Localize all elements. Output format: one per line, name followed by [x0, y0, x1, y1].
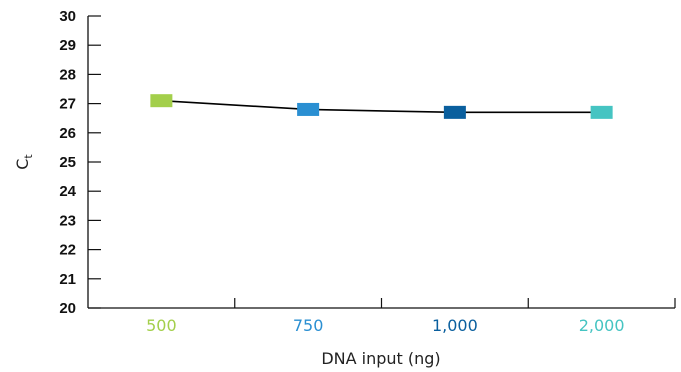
y-axis-title-subscript: t: [22, 154, 35, 159]
y-tick-label: 25: [59, 154, 76, 171]
y-ticks: 20 21 22 23 24 25 26 27 28 29 30: [59, 8, 101, 317]
x-tick-label: 2,000: [579, 316, 625, 335]
y-tick-label: 23: [59, 212, 76, 229]
y-tick-label: 28: [59, 66, 76, 83]
y-tick-label: 22: [59, 242, 76, 259]
y-tick-label: 29: [59, 37, 76, 54]
y-axis: 20 21 22 23 24 25 26 27 28 29 30: [59, 8, 101, 317]
y-tick-label: 20: [59, 300, 76, 317]
series-line: [161, 99, 602, 114]
x-tick-label: 750: [293, 316, 324, 335]
y-tick-label: 21: [59, 271, 76, 288]
y-tick-label: 26: [59, 125, 76, 142]
series-layer: [150, 94, 613, 119]
data-point-marker: [443, 105, 466, 119]
data-point-marker: [297, 102, 320, 116]
x-tick-label: 500: [146, 316, 177, 335]
y-axis-title-main: C: [13, 159, 32, 170]
x-ticks: 500 750 1,000 2,000: [146, 298, 676, 335]
y-tick-label: 30: [59, 8, 76, 25]
x-axis-title: DNA input (ng): [321, 349, 440, 368]
data-point-marker: [590, 105, 613, 119]
x-axis: 500 750 1,000 2,000: [88, 298, 676, 335]
data-point-marker: [150, 94, 173, 108]
x-tick-label: 1,000: [432, 316, 478, 335]
y-tick-label: 27: [59, 96, 76, 113]
y-tick-label: 24: [59, 183, 76, 200]
y-axis-title: Ct: [13, 154, 35, 170]
